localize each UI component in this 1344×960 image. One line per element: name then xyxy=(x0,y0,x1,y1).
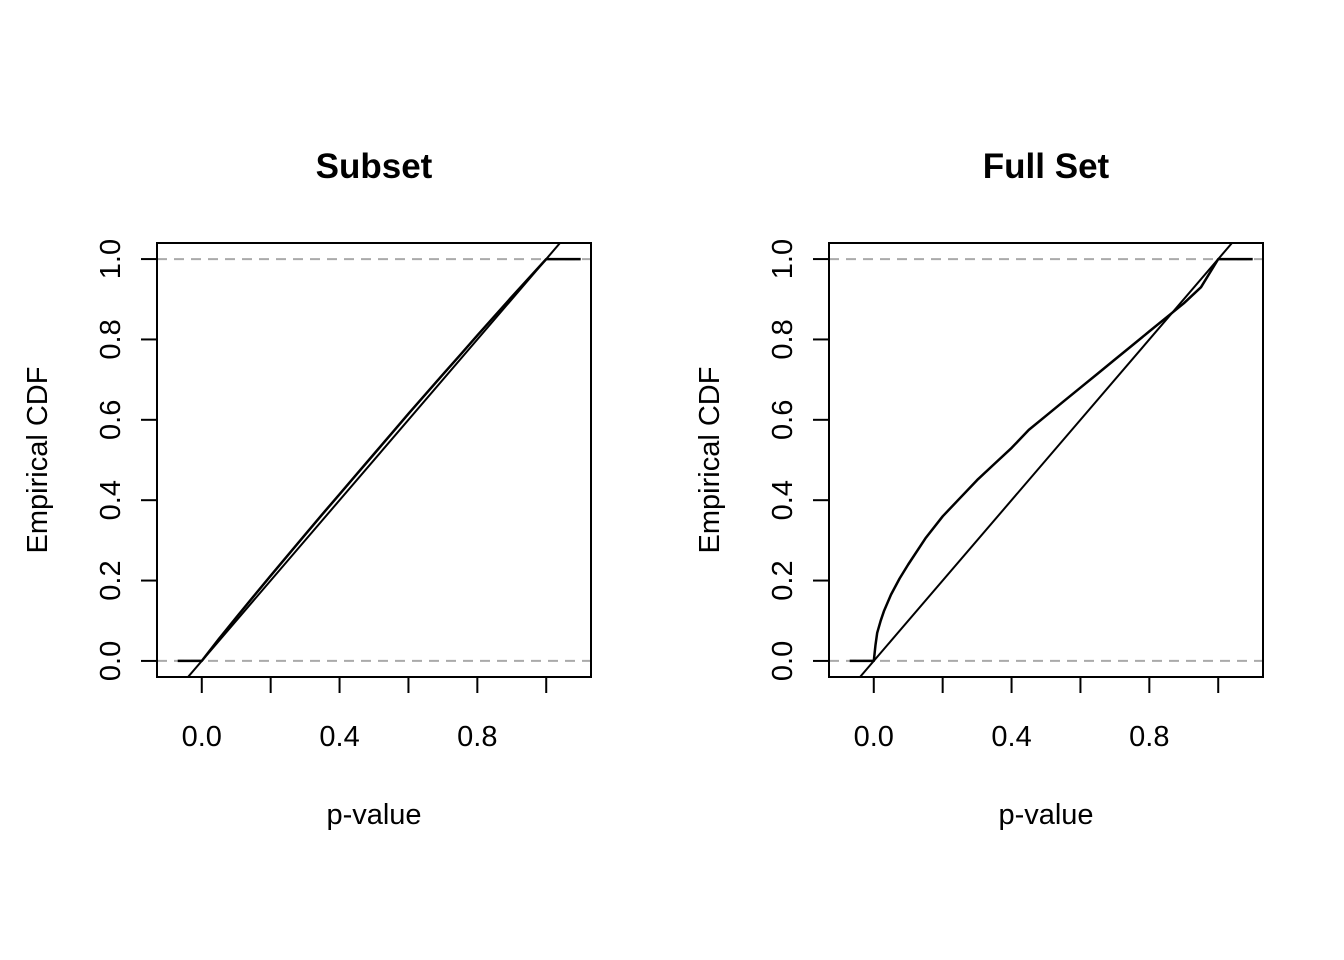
x-axis-label: p-value xyxy=(326,799,421,831)
y-tick-label: 0.4 xyxy=(95,480,127,520)
x-tick-label: 0.4 xyxy=(319,721,359,753)
x-tick-label: 0.0 xyxy=(854,721,894,753)
panel-full-set: Full Set p-value Empirical CDF 0.0 0.4 0.8… xyxy=(694,147,1264,831)
plot-frame xyxy=(156,242,592,678)
y-tick-label: 1.0 xyxy=(95,239,127,279)
y-tick-label: 0.6 xyxy=(95,400,127,440)
x-tick-label: 0.8 xyxy=(457,721,497,753)
ecdf-series-0 xyxy=(849,257,1253,663)
x-tick-label: 0.4 xyxy=(991,721,1031,753)
panel-title: Full Set xyxy=(983,147,1110,186)
panel-title: Subset xyxy=(316,147,433,186)
plot-area: 0.0 0.4 0.8 0.0 0.2 0.4 0.6 0.8 1.0 xyxy=(95,239,592,753)
plot-marks xyxy=(157,243,591,677)
panel-subset: Subset p-value Empirical CDF 0.0 0.4 0.80.… xyxy=(22,147,592,831)
ecdf-series-0 xyxy=(177,257,581,663)
plot-marks xyxy=(829,243,1263,677)
y-tick-label: 0.8 xyxy=(95,319,127,359)
y-axis-label: Empirical CDF xyxy=(694,367,726,554)
x-tick-label: 0.8 xyxy=(1129,721,1169,753)
y-tick-label: 0.6 xyxy=(767,400,799,440)
y-tick-label: 0.4 xyxy=(767,480,799,520)
y-axis-label: Empirical CDF xyxy=(22,367,54,554)
y-tick-label: 0.0 xyxy=(767,641,799,681)
y-tick-label: 0.2 xyxy=(95,560,127,600)
y-tick-label: 1.0 xyxy=(767,239,799,279)
reference-line xyxy=(187,243,561,677)
plot-area: 0.0 0.4 0.8 0.0 0.2 0.4 0.6 0.8 1.0 xyxy=(767,239,1264,753)
y-tick-label: 0.0 xyxy=(95,641,127,681)
y-tick-label: 0.8 xyxy=(767,319,799,359)
x-tick-label: 0.0 xyxy=(182,721,222,753)
x-axis-label: p-value xyxy=(998,799,1093,831)
y-tick-label: 0.2 xyxy=(767,560,799,600)
plot-frame xyxy=(828,242,1264,678)
